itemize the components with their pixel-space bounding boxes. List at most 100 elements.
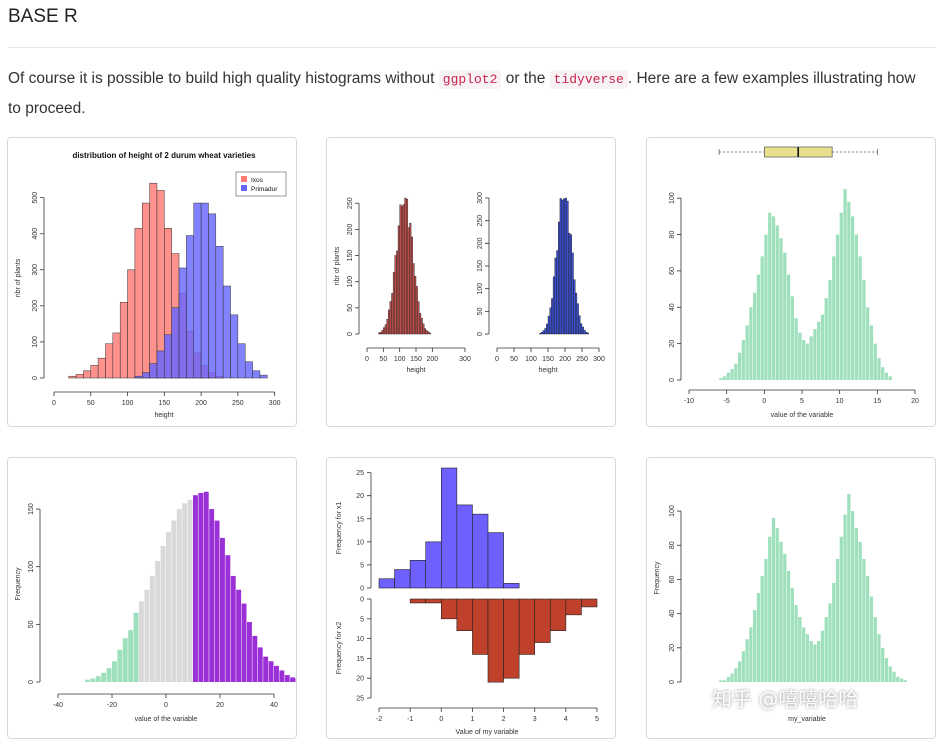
bar-ixos bbox=[69, 376, 76, 378]
chart-card-1[interactable]: distribution of height of 2 durum wheat … bbox=[7, 137, 297, 427]
bar-panel-1 bbox=[408, 228, 410, 334]
bar-panel-2 bbox=[570, 235, 572, 334]
y-bottom-tick-label: 15 bbox=[356, 656, 364, 663]
bar bbox=[101, 673, 106, 682]
bar bbox=[269, 661, 274, 682]
bar bbox=[817, 641, 820, 682]
bar bbox=[840, 213, 843, 380]
bar bbox=[828, 280, 831, 380]
bar bbox=[274, 666, 279, 682]
bar bbox=[791, 588, 794, 682]
y-tick-label: 400 bbox=[32, 228, 39, 240]
bar-primadur bbox=[172, 308, 179, 378]
bar bbox=[290, 677, 295, 682]
bar bbox=[772, 216, 775, 380]
bar-panel-1 bbox=[416, 286, 418, 334]
bar-panel-2 bbox=[558, 222, 560, 334]
bar bbox=[198, 493, 203, 682]
bar-panel-2 bbox=[560, 198, 562, 334]
bar bbox=[252, 636, 257, 682]
y-tick-label: 100 bbox=[669, 505, 676, 517]
bar bbox=[215, 521, 220, 682]
bar bbox=[866, 307, 869, 380]
bar-panel-1 bbox=[387, 319, 389, 334]
bar bbox=[128, 630, 133, 682]
bar-primadur bbox=[179, 268, 186, 378]
y-tick-label: 0 bbox=[32, 376, 39, 380]
y-bottom-tick-label: 0 bbox=[360, 597, 364, 604]
bar bbox=[836, 235, 839, 380]
bar-primadur bbox=[245, 362, 252, 378]
y-tick-label: 60 bbox=[669, 267, 676, 275]
bar bbox=[236, 590, 241, 682]
x-panel-1-tick-label: 150 bbox=[410, 356, 422, 363]
bar bbox=[279, 670, 284, 682]
x-axis-label: height bbox=[154, 412, 173, 419]
bar-panel-2 bbox=[574, 280, 576, 334]
x-panel-2-tick-label: 250 bbox=[576, 356, 588, 363]
bar-panel-2 bbox=[550, 308, 552, 334]
x-tick-label: 100 bbox=[122, 400, 134, 407]
bar-panel-1 bbox=[411, 237, 413, 334]
y-panel-1-tick-label: 200 bbox=[347, 223, 354, 235]
bar-primadur bbox=[238, 344, 245, 378]
bar bbox=[889, 667, 892, 682]
bar-x2 bbox=[566, 599, 582, 615]
y-tick-label: 80 bbox=[669, 231, 676, 239]
y-top-tick-label: 20 bbox=[356, 493, 364, 500]
y-axis-label-panel-1: nbr of plants bbox=[334, 246, 341, 285]
bar-panel-1 bbox=[388, 310, 390, 334]
bar bbox=[742, 651, 745, 682]
bar-x2 bbox=[441, 599, 457, 619]
x-tick-label: 0 bbox=[164, 702, 168, 709]
y-axis-label: Frequency bbox=[654, 561, 661, 595]
bar-ixos bbox=[83, 371, 90, 378]
bar-panel-2 bbox=[582, 327, 584, 334]
bar-ixos bbox=[91, 365, 98, 378]
intro-paragraph: Of course it is possible to build high q… bbox=[8, 64, 928, 123]
bar bbox=[892, 672, 895, 682]
section-heading: BASE R bbox=[8, 6, 78, 28]
bar-panel-2 bbox=[587, 333, 589, 334]
y-top-axis-label: Frequency for x1 bbox=[336, 502, 343, 555]
bar bbox=[188, 500, 193, 682]
y-panel-2-tick-label: 250 bbox=[477, 215, 484, 227]
bar bbox=[798, 617, 801, 682]
bar bbox=[764, 559, 767, 682]
bar bbox=[749, 307, 752, 380]
bar bbox=[870, 325, 873, 380]
bar bbox=[96, 676, 101, 682]
bar bbox=[776, 528, 779, 682]
y-tick-label: 150 bbox=[28, 503, 35, 515]
bar bbox=[776, 225, 779, 380]
y-tick-label: 100 bbox=[28, 561, 35, 573]
bar bbox=[787, 275, 790, 380]
bar-panel-2 bbox=[551, 299, 553, 334]
bar-panel-1 bbox=[393, 272, 395, 334]
bar-panel-1 bbox=[424, 329, 426, 334]
bar-panel-1 bbox=[405, 198, 407, 334]
y-tick-label: 200 bbox=[32, 300, 39, 312]
bar bbox=[855, 528, 858, 682]
bar bbox=[753, 610, 756, 682]
bar bbox=[825, 298, 828, 380]
x-panel-2-tick-label: 100 bbox=[525, 356, 537, 363]
bar-panel-1 bbox=[383, 328, 385, 334]
x-tick-label: 15 bbox=[873, 398, 881, 405]
x-panel-1-tick-label: 0 bbox=[365, 356, 369, 363]
x-axis-label: value of the variable bbox=[771, 412, 834, 419]
bar bbox=[832, 256, 835, 380]
x-axis-label: Value of my variable bbox=[456, 729, 519, 736]
bar bbox=[828, 603, 831, 682]
bar-x1 bbox=[504, 583, 520, 588]
bar-panel-2 bbox=[557, 251, 559, 334]
bar-panel-2 bbox=[572, 253, 574, 334]
bar bbox=[107, 668, 112, 682]
bar-panel-1 bbox=[400, 205, 402, 334]
bar bbox=[806, 344, 809, 380]
bar-panel-2 bbox=[577, 304, 579, 334]
